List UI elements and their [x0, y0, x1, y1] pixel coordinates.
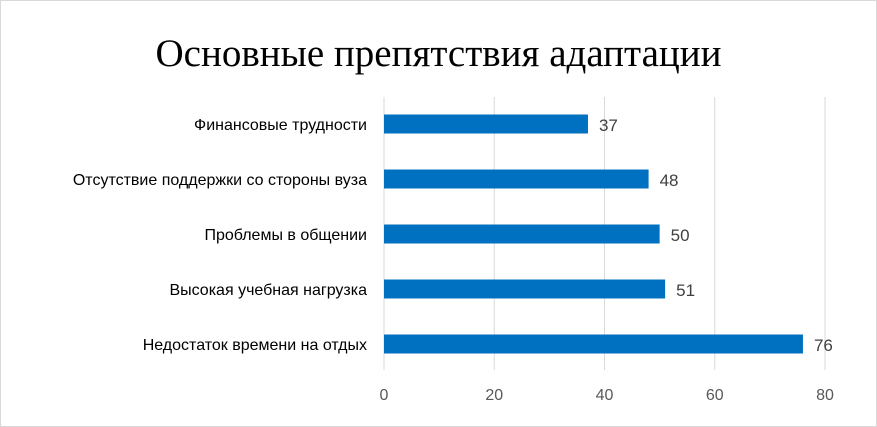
category-label-3: Проблемы в общении [204, 227, 367, 244]
category-label-2: Отсутствие поддержки со стороны вуза [73, 172, 367, 189]
data-labels: 37 48 50 51 76 [599, 116, 833, 355]
data-label-2: 48 [660, 171, 679, 190]
data-label-4: 51 [676, 281, 695, 300]
bar-4 [384, 279, 666, 299]
bar-2 [384, 169, 649, 189]
data-label-5: 76 [814, 336, 833, 355]
bar-5 [384, 334, 803, 354]
bars [384, 114, 803, 354]
x-tick-label-0: 0 [380, 387, 389, 404]
bar-3 [384, 224, 660, 244]
category-label-1: Финансовые трудности [194, 117, 367, 134]
data-label-1: 37 [599, 116, 618, 135]
chart-title: Основные препятствия адаптации [155, 32, 722, 75]
category-label-5: Недостаток времени на отдых [143, 337, 367, 354]
data-label-3: 50 [671, 226, 690, 245]
bar-1 [384, 114, 588, 134]
x-axis-ticks: 0 20 40 60 80 [380, 387, 834, 404]
x-tick-label-60: 60 [706, 387, 724, 404]
x-tick-label-40: 40 [596, 387, 614, 404]
category-label-4: Высокая учебная нагрузка [169, 282, 367, 299]
x-tick-label-20: 20 [485, 387, 503, 404]
x-tick-label-80: 80 [816, 387, 834, 404]
category-labels: Финансовые трудности Отсутствие поддержки… [73, 117, 367, 354]
